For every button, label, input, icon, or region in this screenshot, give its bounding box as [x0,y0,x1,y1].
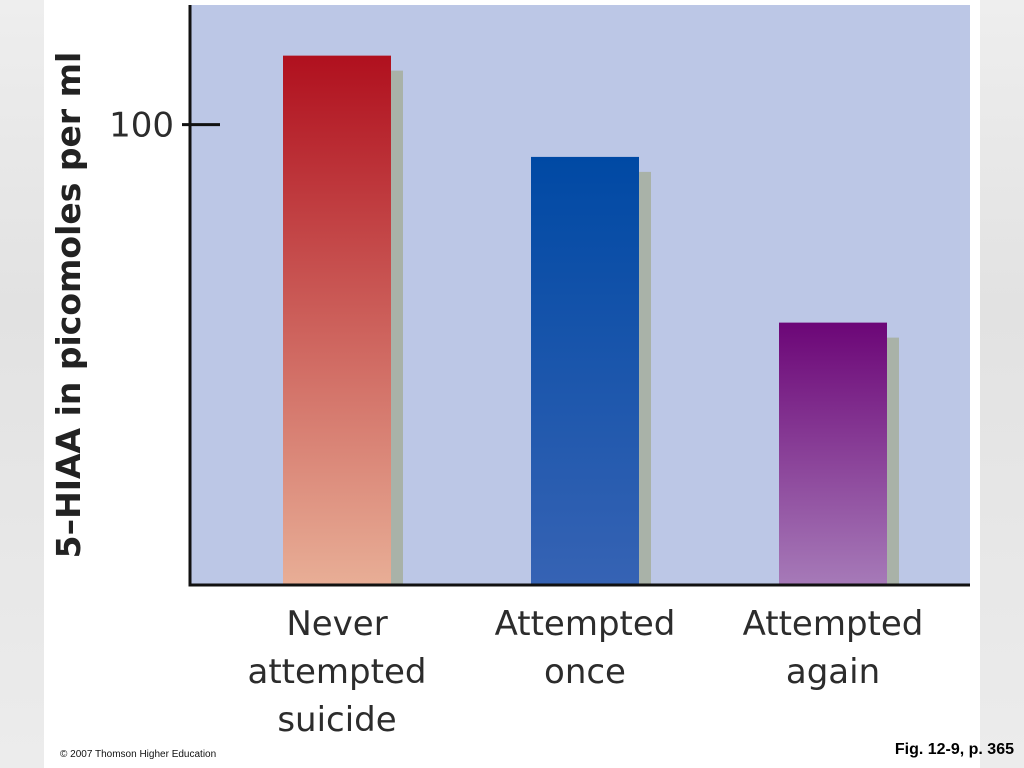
category-label-attempted-again: Attempted again [743,604,924,692]
figure-reference: Fig. 12-9, p. 365 [894,741,1014,758]
category-label-never-attempted: Never attempted suicide [248,604,427,740]
bar-attempted-once [531,156,639,585]
bar-never-attempted [283,55,391,585]
y-tick-label-100: 100 [109,106,174,146]
bar-attempted-again [779,322,887,585]
copyright-notice: © 2007 Thomson Higher Education [60,749,217,760]
category-label-attempted-once: Attempted once [495,604,676,692]
y-axis-label: 5–HIAA in picomoles per ml [49,52,88,559]
